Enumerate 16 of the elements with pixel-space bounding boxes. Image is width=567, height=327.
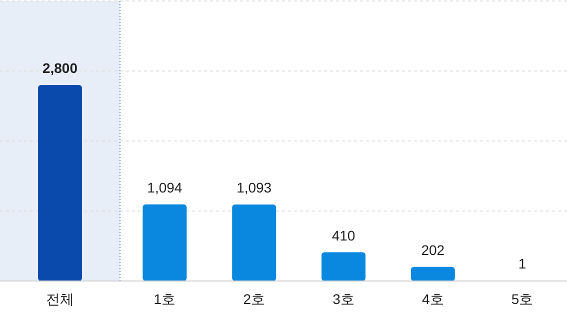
x-tick-label: 5호: [511, 291, 534, 307]
data-label: 202: [421, 242, 445, 258]
x-tick-label: 2호: [243, 291, 265, 307]
data-label: 2,800: [42, 60, 78, 76]
data-label: 1: [518, 256, 526, 272]
x-tick-label: 4호: [422, 291, 444, 307]
x-tick-label: 1호: [154, 291, 176, 307]
x-tick-label: 전체: [46, 291, 74, 307]
data-label: 1,094: [147, 179, 182, 196]
bar: [232, 204, 276, 281]
data-label: 410: [332, 227, 356, 244]
bar: [410, 266, 455, 281]
bar: [322, 252, 366, 281]
x-tick-label: 3호: [332, 291, 354, 307]
data-label: 1,093: [236, 179, 272, 196]
bar: [142, 204, 187, 281]
